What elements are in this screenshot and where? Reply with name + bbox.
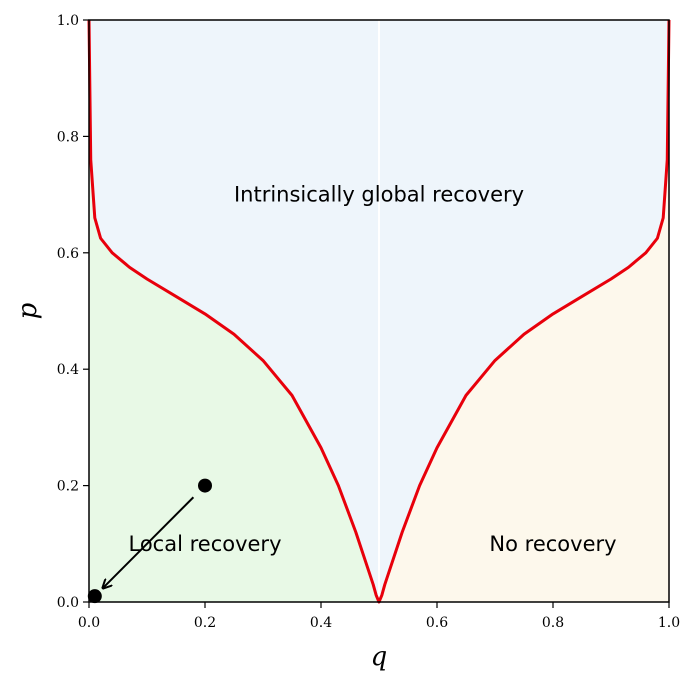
- point-1: [87, 589, 102, 604]
- plot-frame: [88, 19, 670, 603]
- no-recovery-region: [379, 20, 669, 602]
- x-axis-label: q: [371, 642, 388, 672]
- region-label-2: No recovery: [489, 532, 616, 556]
- region-label-0: Intrinsically global recovery: [234, 183, 524, 207]
- markers-group: [87, 478, 212, 604]
- regions: [89, 20, 669, 602]
- axes-group: 0.0 0.2 0.4 0.6 0.8 1.0 0.0 0.2 0.4 0.6 0.8 1.0 q p: [13, 13, 680, 672]
- arrow: [104, 496, 195, 587]
- y-tick-label-5: 1.0: [57, 13, 79, 29]
- region-label-1: Local recovery: [129, 532, 282, 556]
- y-tick-label-3: 0.6: [57, 246, 79, 262]
- x-tick-label-0: 0.0: [78, 615, 100, 631]
- x-tick-label-5: 1.0: [658, 615, 680, 631]
- local-recovery-region: [89, 20, 379, 602]
- y-tick-label-4: 0.8: [57, 129, 79, 145]
- x-tick-label-1: 0.2: [194, 615, 216, 631]
- y-tick-label-2: 0.4: [57, 362, 79, 378]
- y-tick-label-1: 0.2: [57, 479, 79, 495]
- x-tick-label-3: 0.6: [426, 615, 448, 631]
- point-0: [198, 478, 212, 493]
- x-tick-label-2: 0.4: [310, 615, 332, 631]
- annotations-group: Intrinsically global recovery Local recov…: [129, 183, 617, 556]
- y-axis-label: p: [13, 302, 43, 319]
- x-tick-label-4: 0.8: [542, 615, 564, 631]
- y-tick-label-0: 0.0: [57, 595, 79, 611]
